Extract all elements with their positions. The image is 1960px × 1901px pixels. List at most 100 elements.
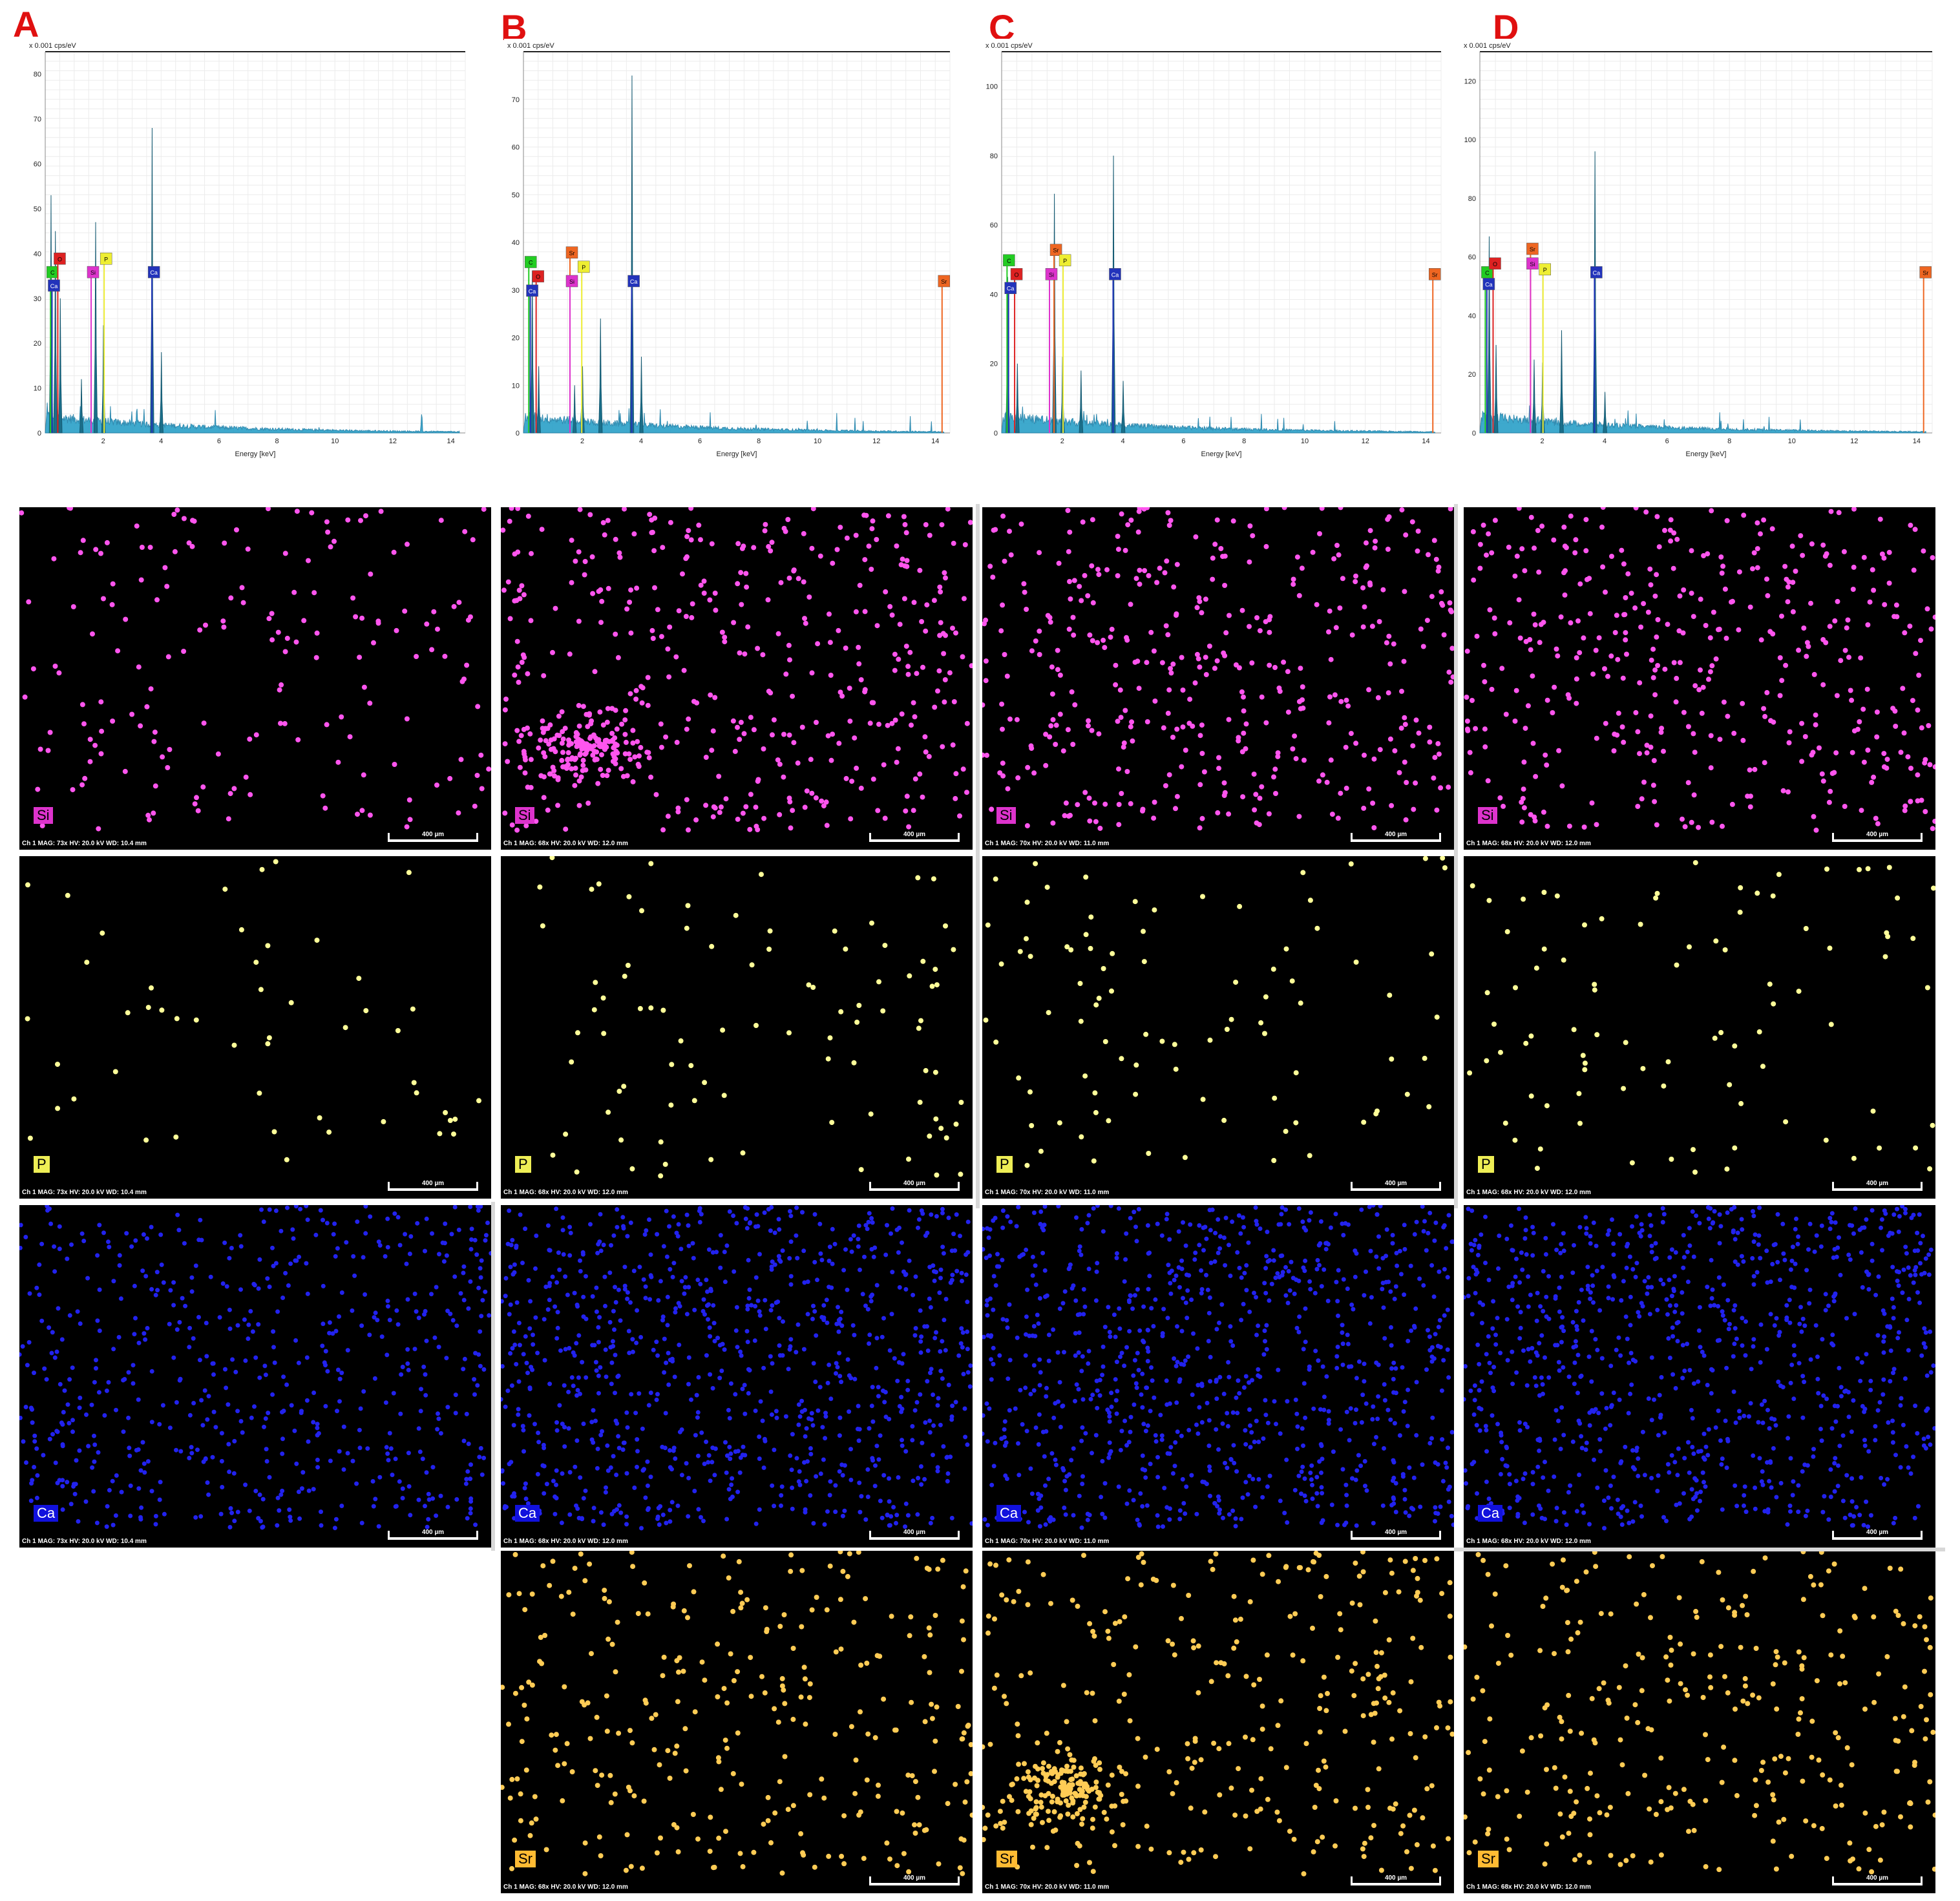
map-dot [781, 1612, 787, 1617]
map-dot [47, 730, 53, 735]
map-dot [927, 1133, 933, 1139]
map-dot [444, 1356, 449, 1361]
map-dot [1417, 1276, 1422, 1281]
map-dot [160, 1403, 165, 1408]
map-dot [1433, 556, 1439, 562]
map-dot [587, 512, 593, 518]
map-dot [604, 719, 610, 725]
map-dot [60, 1484, 65, 1489]
map-dot [509, 1865, 514, 1871]
map-dot [903, 1501, 909, 1506]
map-dot [613, 708, 618, 713]
map-dot [588, 746, 594, 751]
map-dot [1124, 1443, 1129, 1448]
map-dot [1307, 898, 1313, 903]
map-dot [560, 1215, 565, 1220]
map-dot [987, 563, 993, 569]
map-dot [716, 1835, 722, 1841]
map-dot [1090, 1825, 1095, 1831]
map-dot [528, 618, 534, 624]
map-dot [1326, 1409, 1331, 1414]
map-dot [571, 1383, 576, 1389]
map-acquisition-info: Ch 1 MAG: 73x HV: 20.0 kV WD: 10.4 mm [22, 840, 147, 847]
map-dot [554, 1336, 560, 1341]
map-dot [669, 1467, 674, 1472]
map-dot [65, 1480, 70, 1485]
map-dot [1194, 1511, 1199, 1517]
map-dot [1414, 1842, 1420, 1847]
map-dot [1380, 1281, 1386, 1285]
map-dot [1148, 629, 1154, 635]
map-dot [562, 1444, 567, 1449]
map-dot [521, 726, 527, 732]
map-dot [1314, 1839, 1320, 1845]
map-dot [843, 775, 849, 781]
map-dot [1320, 772, 1325, 778]
map-dot [534, 1234, 539, 1238]
map-dot [1117, 1765, 1122, 1770]
map-dot [722, 1738, 728, 1743]
element-marker-label: O [536, 274, 540, 280]
map-dot [609, 731, 615, 736]
map-dot [1307, 1364, 1312, 1369]
map-dot [762, 528, 768, 534]
map-dot [238, 1233, 243, 1238]
map-dot [794, 1205, 799, 1210]
map-dot [1230, 1410, 1236, 1415]
map-dot [838, 525, 843, 530]
map-dot [1016, 1441, 1020, 1446]
map-dot [795, 760, 801, 766]
map-dot [874, 537, 880, 542]
map-dot [145, 1005, 151, 1011]
map-dot [1000, 1257, 1005, 1263]
map-dot [596, 1339, 601, 1345]
map-dot [790, 693, 796, 699]
map-dot [633, 1411, 638, 1416]
map-dot [724, 1243, 730, 1248]
map-dot [1144, 660, 1150, 666]
map-dot [1000, 602, 1006, 608]
element-marker-label: Ca [630, 278, 638, 285]
map-dot [1186, 1593, 1192, 1598]
map-dot [906, 1156, 911, 1162]
element-marker-label: Ca [50, 283, 58, 289]
map-dot [1177, 1285, 1182, 1290]
map-dot [1101, 966, 1106, 971]
map-dot [1360, 1676, 1366, 1682]
map-dot [1291, 582, 1296, 587]
map-dot [447, 775, 453, 781]
map-dot [372, 1376, 377, 1381]
map-dot [1159, 1233, 1164, 1238]
map-dot [1371, 825, 1377, 830]
map-dot [262, 1424, 266, 1429]
map-element-label: Si [996, 807, 1016, 824]
map-dot [314, 630, 320, 636]
map-dot [540, 718, 545, 724]
map-dot [101, 596, 106, 602]
map-dot [927, 1418, 933, 1423]
map-dot [624, 1471, 629, 1476]
map-dot [1000, 1208, 1006, 1213]
map-dot [1364, 563, 1369, 569]
map-dot [436, 1411, 440, 1416]
map-dot [461, 1270, 466, 1276]
map-dot [341, 1467, 346, 1472]
map-dot [224, 1284, 229, 1289]
map-dot [1138, 1582, 1144, 1588]
map-dot [864, 1777, 870, 1783]
map-dot [848, 816, 854, 822]
map-dot [1397, 1708, 1403, 1714]
map-dot [245, 546, 251, 552]
map-dot [993, 1039, 999, 1045]
map-dot [1204, 1482, 1209, 1486]
map-dot [862, 1254, 867, 1259]
map-dot [1359, 1420, 1364, 1425]
map-dot [755, 779, 761, 784]
map-dot [1071, 1513, 1076, 1518]
map-dot [606, 1599, 612, 1604]
map-dot [603, 1347, 608, 1352]
map-dot [623, 739, 629, 745]
map-dot [1368, 1248, 1373, 1254]
map-dot [940, 1376, 945, 1381]
map-dot [259, 1207, 264, 1212]
